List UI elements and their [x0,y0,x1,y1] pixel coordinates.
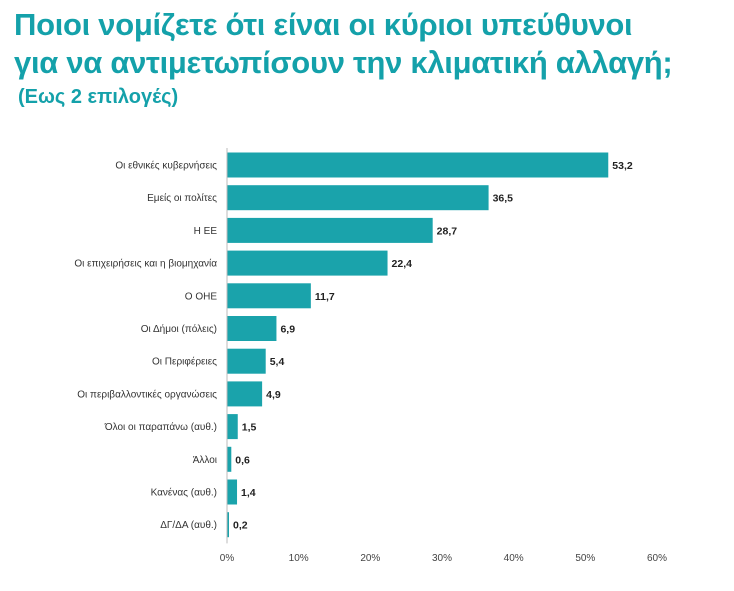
category-label: Η ΕΕ [194,226,218,237]
value-label: 5,4 [270,356,285,368]
bar [227,217,433,243]
category-label: Όλοι οι παραπάνω (αυθ.) [104,421,217,433]
category-label: Οι επιχειρήσεις και η βιομηχανία [74,258,217,270]
value-label: 53,2 [612,160,633,172]
value-label: 22,4 [392,258,413,270]
bar [227,348,266,374]
category-label: ΔΓ/ΔΑ (αυθ.) [160,520,217,531]
category-label: Οι εθνικές κυβερνήσεις [115,160,217,172]
title-line-2: για να αντιμετωπίσουν την κλιματική αλλα… [14,45,673,80]
value-label: 11,7 [315,291,335,303]
value-label: 0,2 [233,520,248,532]
value-label: 36,5 [493,193,514,205]
bar [227,250,388,276]
x-tick-label: 40% [504,553,524,564]
value-label: 1,5 [242,422,257,434]
bar [227,185,489,211]
bar [227,446,232,472]
category-label: Εμείς οι πολίτες [147,192,217,204]
x-tick-label: 50% [575,553,595,564]
x-tick-label: 60% [647,553,667,564]
title-line-1: Ποιοι νομίζετε ότι είναι οι κύριοι υπεύθ… [14,7,633,42]
chart-subtitle: (Εως 2 επιλογές) [18,86,179,108]
category-label: Οι Δήμοι (πόλεις) [141,323,217,335]
x-tick-label: 10% [289,553,309,564]
category-label: Άλλοι [193,455,217,466]
x-tick-label: 0% [220,553,235,564]
bar [227,381,263,407]
bar [227,414,238,440]
value-label: 4,9 [266,389,281,401]
category-label: Οι Περιφέρειες [152,356,217,368]
bar [227,152,609,178]
x-tick-label: 20% [360,553,380,564]
category-label: Κανένας (αυθ.) [151,487,217,499]
bar [227,479,238,505]
value-label: 6,9 [280,324,295,336]
x-tick-label: 30% [432,553,452,564]
value-label: 1,4 [241,487,256,499]
bar [227,512,229,538]
chart-title: Ποιοι νομίζετε ότι είναι οι κύριοι υπεύθ… [14,6,673,82]
value-label: 28,7 [437,225,458,237]
bar [227,316,277,341]
category-label: Ο ΟΗΕ [185,291,218,302]
bar [227,283,311,309]
category-label: Οι περιβαλλοντικές οργανώσεις [77,388,217,400]
value-label: 0,6 [235,454,250,466]
